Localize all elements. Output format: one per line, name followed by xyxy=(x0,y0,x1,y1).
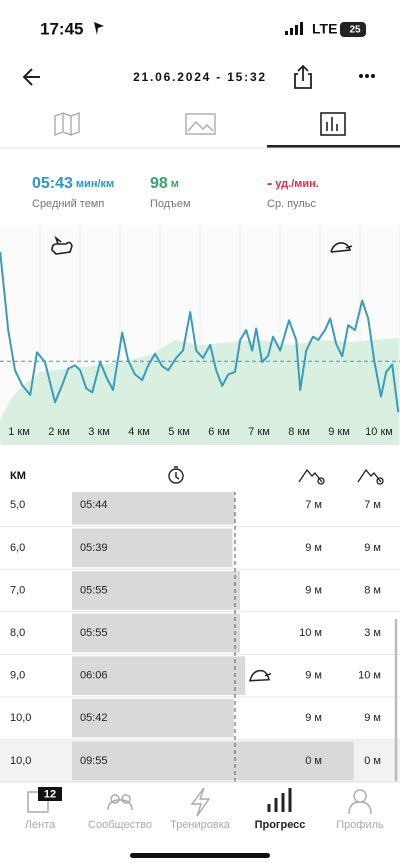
header-title: 21.06.2024 - 15:32 xyxy=(133,70,267,84)
tab-bar xyxy=(0,782,400,867)
split-ascent: 0 м xyxy=(305,755,322,767)
split-descent: 10 м xyxy=(358,670,381,682)
x-tick-label: 2 км xyxy=(48,426,70,438)
unit: уд./мин. xyxy=(275,178,319,190)
value: 05:43 xyxy=(32,175,73,192)
split-descent: 0 м xyxy=(364,755,381,767)
tab-item[interactable]: Прогресс xyxy=(255,788,306,831)
pace-bar xyxy=(72,699,234,738)
location-icon xyxy=(94,22,104,35)
tab-icon xyxy=(190,787,211,817)
slow-icon xyxy=(330,242,353,253)
split-ascent: 7 м xyxy=(305,499,322,511)
ascent-icon xyxy=(298,468,325,485)
share-button[interactable] xyxy=(294,64,312,89)
signal-icon xyxy=(285,22,303,35)
tab-icon xyxy=(267,788,292,812)
split-ascent: 10 м xyxy=(299,627,322,639)
split-ascent: 9 м xyxy=(305,670,322,682)
split-km: 5,0 xyxy=(10,499,25,511)
x-tick-label: 4 км xyxy=(128,426,150,438)
x-tick-label: 8 км xyxy=(288,426,310,438)
split-km: 6,0 xyxy=(10,542,25,554)
split-ascent: 9 м xyxy=(305,542,322,554)
tab-item[interactable]: Сообщество xyxy=(88,794,152,831)
split-pace: 06:06 xyxy=(80,670,108,682)
splits-header: КМ xyxy=(10,470,26,482)
summary-label: Подъем xyxy=(150,198,191,210)
elevation-area xyxy=(0,337,399,445)
status-network: LTE xyxy=(312,21,337,37)
split-km: 10,0 xyxy=(10,755,31,767)
pace-bar xyxy=(72,492,235,525)
summary-label: Ср. пульс xyxy=(267,198,317,210)
tab-label: Прогресс xyxy=(255,819,306,831)
pace-icon xyxy=(168,466,184,484)
pace-bar xyxy=(72,571,241,610)
split-ascent: 9 м xyxy=(305,584,322,596)
pace-bar xyxy=(72,741,354,781)
badge xyxy=(38,787,62,801)
split-descent: 9 м xyxy=(364,712,381,724)
tab-label: Сообщество xyxy=(88,819,152,831)
slowest-icon xyxy=(249,669,272,682)
tab-label: Тренировка xyxy=(170,819,231,831)
status-time: 17:45 xyxy=(40,19,83,38)
pace-line xyxy=(0,251,400,413)
split-km: 7,0 xyxy=(10,584,25,596)
back-button[interactable] xyxy=(22,68,40,86)
tab-item[interactable]: Профиль xyxy=(336,789,384,831)
tab-label: Лента xyxy=(25,819,56,831)
split-ascent: 9 м xyxy=(305,712,322,724)
x-tick-label: 10 км xyxy=(365,426,393,438)
x-tick-label: 3 км xyxy=(88,426,110,438)
summary-value: 98 м xyxy=(150,175,179,192)
x-tick-label: 9 км xyxy=(328,426,350,438)
more-button[interactable] xyxy=(359,74,375,78)
stats-tab[interactable] xyxy=(320,112,346,136)
x-tick-label: 6 км xyxy=(208,426,230,438)
summary-label: Средний темп xyxy=(32,198,104,210)
map-tab[interactable] xyxy=(54,111,80,137)
battery-level: 25 xyxy=(349,25,361,36)
badge-count: 12 xyxy=(44,788,56,800)
split-pace: 05:39 xyxy=(80,542,108,554)
split-km: 8,0 xyxy=(10,627,25,639)
x-tick-label: 1 км xyxy=(8,426,30,438)
fast-icon xyxy=(51,235,73,255)
pace-bar xyxy=(72,613,241,653)
tab-icon xyxy=(107,794,133,811)
tab-item[interactable]: 12 Лента xyxy=(25,787,62,831)
split-pace: 05:42 xyxy=(80,712,108,724)
split-descent: 3 м xyxy=(364,627,381,639)
active-tab-indicator xyxy=(267,145,400,148)
split-km: 9,0 xyxy=(10,670,25,682)
pace-bar xyxy=(72,528,233,568)
split-descent: 7 м xyxy=(364,499,381,511)
unit: м xyxy=(171,178,179,190)
split-km: 10,0 xyxy=(10,712,31,724)
tab-icon xyxy=(348,789,372,815)
battery-icon xyxy=(340,22,366,37)
summary-value: - уд./мин. xyxy=(267,175,319,192)
split-descent: 9 м xyxy=(364,542,381,554)
descent-icon xyxy=(357,468,384,485)
x-tick-label: 5 км xyxy=(168,426,190,438)
x-tick-label: 7 км xyxy=(248,426,270,438)
tab-label: Профиль xyxy=(336,819,384,831)
split-pace: 05:55 xyxy=(80,627,108,639)
summary-value: 05:43 мин/км xyxy=(32,175,114,192)
split-pace: 05:55 xyxy=(80,584,108,596)
unit: мин/км xyxy=(76,178,114,190)
split-descent: 8 м xyxy=(364,584,381,596)
split-pace: 05:44 xyxy=(80,499,108,511)
photo-tab[interactable] xyxy=(185,113,216,135)
value: 98 xyxy=(150,175,168,192)
split-pace: 09:55 xyxy=(80,755,108,767)
home-indicator xyxy=(130,853,270,858)
pace-bar xyxy=(72,656,246,695)
tab-item[interactable]: Тренировка xyxy=(170,787,231,831)
value: - xyxy=(267,175,272,192)
